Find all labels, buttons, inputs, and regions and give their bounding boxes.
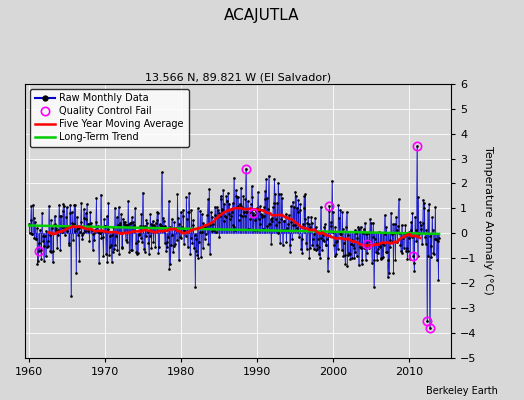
Y-axis label: Temperature Anomaly (°C): Temperature Anomaly (°C) [483,146,493,295]
Text: ACAJUTLA: ACAJUTLA [224,8,300,23]
Text: Berkeley Earth: Berkeley Earth [426,386,498,396]
Title: 13.566 N, 89.821 W (El Salvador): 13.566 N, 89.821 W (El Salvador) [145,73,331,83]
Legend: Raw Monthly Data, Quality Control Fail, Five Year Moving Average, Long-Term Tren: Raw Monthly Data, Quality Control Fail, … [30,89,189,147]
